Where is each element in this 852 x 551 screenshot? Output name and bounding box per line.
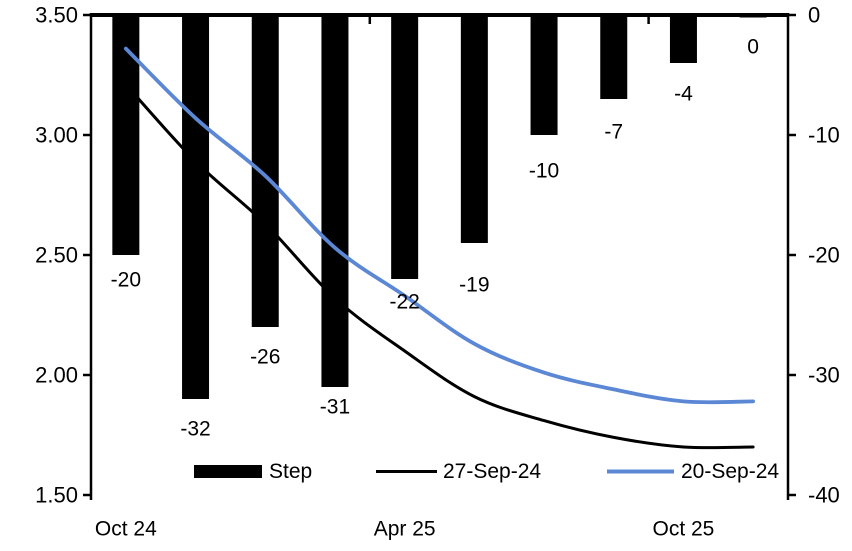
step-bar xyxy=(251,15,279,327)
left-axis-label: 2.50 xyxy=(35,243,78,268)
step-bar xyxy=(460,15,488,243)
left-axis-label: 3.00 xyxy=(35,123,78,148)
legend-label-step: Step xyxy=(269,460,312,483)
step-bar xyxy=(321,15,349,387)
bar-data-label: -31 xyxy=(320,396,350,419)
right-axis-label: -30 xyxy=(808,363,840,388)
step-bar xyxy=(182,15,210,399)
bar-data-label: -10 xyxy=(529,160,559,183)
bar-data-label: -4 xyxy=(674,83,693,106)
bar-data-label: -26 xyxy=(250,346,280,369)
bar-data-label: -7 xyxy=(604,121,623,144)
x-axis-label: Apr 25 xyxy=(374,518,436,541)
left-axis-label: 1.50 xyxy=(35,483,78,508)
bar-data-label: -22 xyxy=(389,291,419,314)
x-axis-label: Oct 24 xyxy=(95,518,157,541)
step-bar xyxy=(112,15,140,255)
bar-data-label: 0 xyxy=(747,36,759,59)
line-20-Sep-24 xyxy=(123,46,755,405)
left-axis-label: 3.50 xyxy=(35,3,78,28)
x-axis-label: Oct 25 xyxy=(653,518,715,541)
line-27-Sep-24 xyxy=(124,83,755,450)
legend-bar-swatch xyxy=(194,465,262,478)
bar-data-label: -19 xyxy=(459,274,489,297)
legend-label: 27-Sep-24 xyxy=(443,460,541,483)
step-bar xyxy=(391,15,419,279)
right-axis-label: -40 xyxy=(808,483,840,508)
step-bar xyxy=(600,15,628,99)
bar-data-label: -20 xyxy=(111,269,141,292)
right-axis-label: -10 xyxy=(808,123,840,148)
right-axis-label: 0 xyxy=(808,3,820,28)
left-axis-label: 2.00 xyxy=(35,363,78,388)
step-bar xyxy=(669,15,697,63)
bar-data-label: -32 xyxy=(180,418,210,441)
right-axis-label: -20 xyxy=(808,243,840,268)
step-bar xyxy=(530,15,558,135)
legend-label: 20-Sep-24 xyxy=(681,460,779,483)
